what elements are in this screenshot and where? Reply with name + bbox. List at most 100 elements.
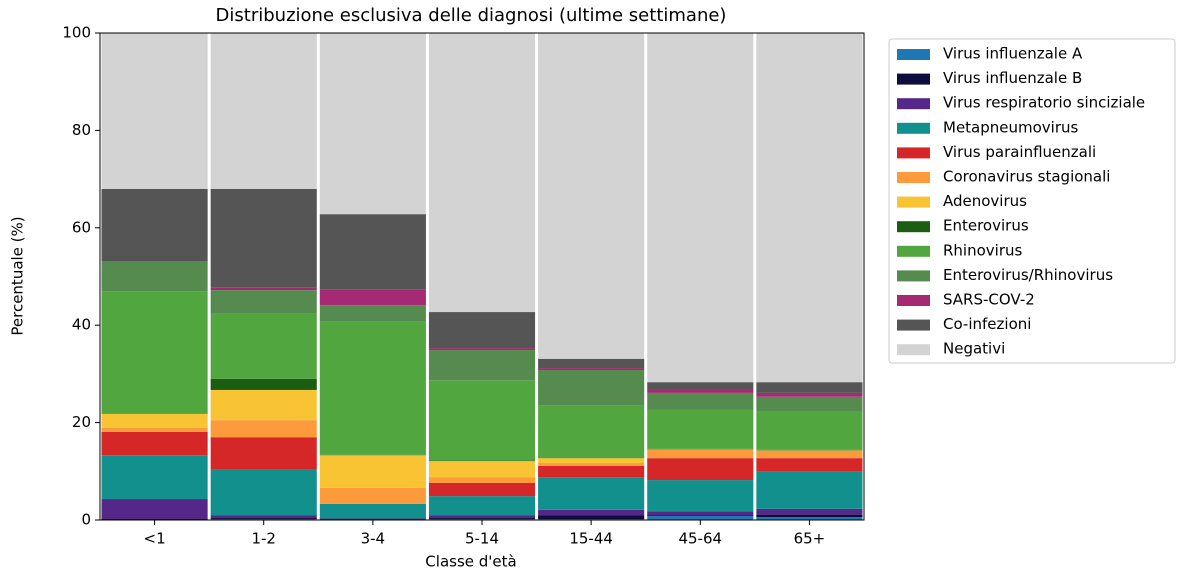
legend-swatch <box>897 172 930 183</box>
bar-segment <box>756 392 863 397</box>
legend-swatch <box>897 270 930 282</box>
bar-segment <box>538 465 645 478</box>
bar-segment <box>428 312 536 349</box>
legend-swatch <box>897 49 930 60</box>
bar-segment <box>101 455 208 500</box>
bar-segment <box>647 511 754 516</box>
bar-segment <box>428 461 536 478</box>
bar-segment <box>538 405 645 458</box>
bar-segment <box>647 33 754 383</box>
bar-segment <box>210 437 317 470</box>
bar-segment <box>319 321 426 455</box>
bar-segment <box>319 487 426 504</box>
legend-swatch <box>897 295 930 306</box>
bar-segment <box>428 348 536 351</box>
legend-swatch <box>897 196 930 208</box>
legend-swatch <box>897 147 930 159</box>
bar-segment <box>428 33 536 313</box>
legend-label: Metapneumovirus <box>943 118 1079 136</box>
bar-segment <box>538 509 645 516</box>
bar-segment <box>101 291 208 414</box>
bar-segment <box>647 382 754 390</box>
bar-segment <box>210 389 317 421</box>
bar-segment <box>538 477 645 510</box>
bar-segment <box>756 33 863 383</box>
bar-segment <box>428 496 536 516</box>
bar-segment <box>428 482 536 497</box>
bar-segment <box>647 458 754 481</box>
chart-title: Distribuzione esclusiva delle diagnosi (… <box>216 5 727 26</box>
x-tick-label: 1-2 <box>251 530 276 548</box>
bar-segment <box>319 455 426 488</box>
y-tick-label: 20 <box>72 413 91 431</box>
legend-label: Virus respiratorio sinciziale <box>943 94 1145 112</box>
bar-segment <box>319 305 426 322</box>
bar-segment <box>210 313 317 379</box>
bar-segment <box>101 431 208 456</box>
y-tick-label: 40 <box>72 316 91 334</box>
bar-segment <box>756 514 863 518</box>
x-tick-label: 5-14 <box>465 530 499 548</box>
bar-segment <box>538 370 645 406</box>
legend-swatch <box>897 245 930 257</box>
bar-segment <box>428 515 536 519</box>
legend-swatch <box>897 221 930 233</box>
bar-segment <box>428 477 536 483</box>
bar-segment <box>319 214 426 290</box>
legend-label: Enterovirus/Rhinovirus <box>943 266 1113 284</box>
x-tick-label: 3-4 <box>361 530 386 548</box>
bar-segment <box>538 463 645 466</box>
bar-segment <box>319 33 426 215</box>
y-tick-label: 0 <box>81 511 91 529</box>
bar-segment <box>538 358 645 369</box>
bar-segment <box>101 413 208 428</box>
y-axis-label: Percentuale (%) <box>9 216 27 335</box>
bar-segment <box>210 420 317 438</box>
legend-label: Negativi <box>943 340 1005 358</box>
bar-segment <box>756 458 863 472</box>
y-tick-label: 60 <box>72 218 91 236</box>
bar-segment <box>428 380 536 461</box>
legend-swatch <box>897 122 930 134</box>
bar-segment <box>319 518 426 520</box>
x-tick-label: <1 <box>144 530 166 548</box>
bar-segment <box>210 287 317 291</box>
y-tick-label: 80 <box>72 121 91 139</box>
bar-segment <box>647 409 754 449</box>
bar-segment <box>210 518 317 520</box>
bar-segment <box>210 290 317 314</box>
bar-segment <box>538 33 645 359</box>
x-tick-label: 65+ <box>794 530 826 548</box>
bar-segment <box>756 471 863 509</box>
legend-label: Virus influenzale A <box>943 45 1083 63</box>
bar-segment <box>538 368 645 371</box>
bar-segment <box>210 33 317 189</box>
bar-segment <box>647 389 754 393</box>
bar-segment <box>647 480 754 512</box>
bar-segment <box>101 499 208 520</box>
bar-segment <box>210 188 317 288</box>
x-axis-label: Classe d'età <box>425 553 516 571</box>
bar-segment <box>756 382 863 393</box>
bar-segment <box>756 517 863 520</box>
legend-label: Coronavirus stagionali <box>943 168 1110 186</box>
x-tick-label: 15-44 <box>569 530 613 548</box>
bar-segment <box>319 503 426 519</box>
bar-segment <box>538 458 645 464</box>
legend-swatch <box>897 344 930 356</box>
bar-segment <box>647 515 754 517</box>
legend-label: Adenovirus <box>943 192 1027 210</box>
bar-segment <box>319 289 426 306</box>
bar-segment <box>756 508 863 515</box>
bar-segment <box>210 378 317 390</box>
legend-swatch <box>897 319 930 331</box>
bar-segment <box>756 450 863 459</box>
bar-segment <box>647 516 754 520</box>
legend-label: Virus influenzale B <box>943 69 1082 87</box>
legend-label: Co-infezioni <box>943 315 1031 333</box>
bar-segment <box>101 33 208 189</box>
legend-label: Virus parainfluenzali <box>943 143 1096 161</box>
y-tick-label: 100 <box>62 24 91 42</box>
bar-segment <box>428 518 536 520</box>
